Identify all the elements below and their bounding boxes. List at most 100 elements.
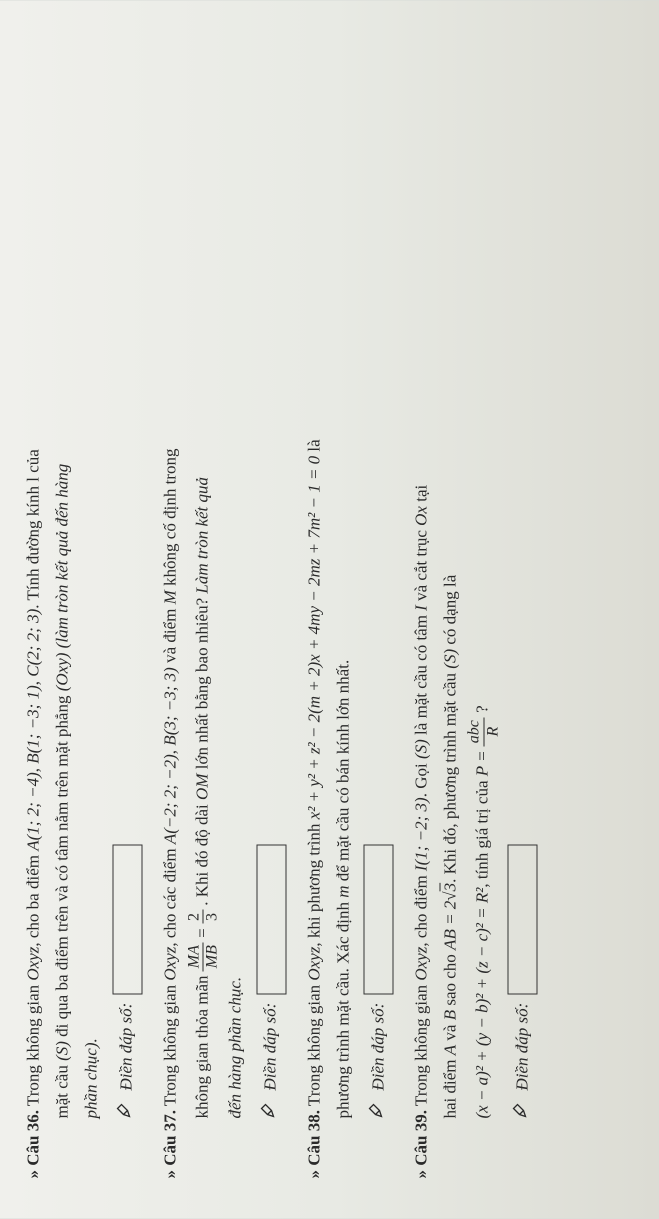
q37-text2: , cho các điểm (160, 844, 179, 946)
q37-line1: » Câu 37. Trong không gian Oxyz, cho các… (156, 31, 185, 1179)
q37-text3: và điểm (160, 604, 179, 667)
q39-P: P = (473, 746, 492, 776)
q37-line3: đến hàng phần chục. (221, 31, 250, 1179)
pencil-icon (508, 1103, 537, 1119)
q37-l2b: . Khi đó độ dài (192, 800, 211, 906)
q36-oxyz: Oxyz (24, 947, 43, 981)
q37-frac2: 23 (185, 910, 221, 924)
q38-eq: x² + y² + z² − 2(m + 2)x + 4my − 2mz + 7… (304, 456, 323, 819)
q39-fd: R (484, 717, 502, 746)
q38-answer-label: Điền đáp số: (364, 1003, 393, 1091)
q37-OM: OM (192, 774, 211, 800)
pencil-icon (257, 1103, 286, 1119)
q36-text1: Trong không gian (24, 981, 43, 1106)
q37-l2d: Làm tròn kết quả (192, 477, 211, 594)
q39-oxyz: Oxyz (412, 947, 431, 981)
q36-C: C(2; 2; 3) (24, 609, 43, 677)
q39-A: A (441, 1045, 460, 1055)
q39-l2c: . Khi đó, phương trình mặt cầu (441, 669, 460, 883)
q39-line1: » Câu 39. Trong không gian Oxyz, cho điể… (408, 31, 437, 1179)
q36-line2: mặt cầu (S) đi qua ba điểm trên và có tâ… (48, 31, 77, 1179)
q39-and: và (441, 1020, 460, 1045)
q36-answer-label: Điền đáp số: (113, 1003, 142, 1091)
q36-l2b: đi qua ba điểm trên và có tâm nằm trên m… (52, 691, 71, 1041)
q39-fn: abc (466, 717, 485, 746)
q39-S2: (S) (441, 649, 460, 669)
q38-label: » Câu 38. (304, 1110, 323, 1178)
q38-text2: , khi phương trình (304, 819, 323, 946)
q38-answer-row: Điền đáp số: (364, 31, 394, 1179)
q39-B: B (441, 1010, 460, 1020)
q36-l2a: mặt cầu (52, 1061, 71, 1119)
answer-box[interactable] (364, 845, 394, 995)
q39-AB: AB = 2 (441, 901, 460, 950)
q36-answer-row: Điền đáp số: (112, 31, 142, 1179)
q39-text1: Trong không gian (412, 981, 431, 1106)
q37-f2d: 3 (204, 910, 222, 924)
q39-frac: abcR (466, 717, 502, 746)
question-36: » Câu 36. Trong không gian Oxyz, cho ba … (20, 31, 143, 1179)
q38-l2: phương trình mặt cầu. Xác định (333, 898, 352, 1119)
pencil-icon (364, 1103, 393, 1119)
q37-l2a: không gian thỏa mãn (192, 971, 211, 1118)
question-38: » Câu 38. Trong không gian Oxyz, khi phư… (300, 31, 394, 1179)
q36-plane: (Oxy) (52, 653, 71, 692)
q39-text6: tại (412, 485, 431, 506)
q39-line2: hai điểm A và B sao cho AB = 2√3. Khi đó… (437, 31, 466, 1179)
q37-text4: không cố định trong (160, 449, 179, 591)
q37-f2n: 2 (185, 910, 204, 924)
answer-box[interactable] (256, 845, 286, 995)
q37-answer-row: Điền đáp số: (256, 31, 286, 1179)
q39-l2b: sao cho (441, 950, 460, 1010)
q39-answer-row: Điền đáp số: (508, 31, 538, 1179)
q38-oxyz: Oxyz (304, 947, 323, 981)
pencil-icon (113, 1103, 142, 1119)
question-37: » Câu 37. Trong không gian Oxyz, cho các… (156, 31, 286, 1179)
q39-eqc: (x − a)² + (y − b)² + (z − c)² = R² (473, 888, 492, 1119)
q39-text5: và cắt trục (412, 526, 431, 605)
q37-l2c: lớn nhất bằng bao nhiêu? (192, 594, 211, 774)
q39-sqrt3: 3 (441, 883, 460, 892)
q37-M: M (160, 590, 179, 604)
q39-l2d: có dạng là (441, 575, 460, 649)
q38-m: m (333, 885, 352, 897)
q37-answer-label: Điền đáp số: (257, 1003, 286, 1091)
q36-S: (S) (52, 1041, 71, 1061)
q39-text4: là mặt cầu có tâm (412, 611, 431, 739)
q38-line2: phương trình mặt cầu. Xác định m để mặt … (329, 31, 358, 1179)
q37-eq: = (192, 924, 211, 938)
q39-Ox: Ox (412, 506, 431, 526)
q37-fn: MA (185, 942, 204, 971)
q36-l2c: (làm tròn kết quả đến hàng (52, 464, 71, 653)
q38-l2b: để mặt cầu có bán kính lớn nhất. (333, 660, 352, 886)
q37-B: B(3; −3; 3) (160, 667, 179, 746)
q39-qmark: ? (473, 705, 492, 713)
q39-answer-label: Điền đáp số: (508, 1003, 537, 1091)
q39-S: (S) (412, 739, 431, 759)
q39-l2a: hai điểm (441, 1055, 460, 1118)
q37-fd: MB (204, 942, 222, 971)
q37-A: A(−2; 2; −2) (160, 754, 179, 844)
q37-frac1: MAMB (185, 942, 221, 971)
q39-I: I(1; −2; 3) (412, 797, 431, 871)
q37-oxyz: Oxyz (160, 947, 179, 981)
q37-label: » Câu 37. (160, 1110, 179, 1178)
q37-text1: Trong không gian (160, 981, 179, 1106)
q36-text3: . Tính đường kính l của (24, 449, 43, 609)
q38-text1: Trong không gian (304, 981, 323, 1106)
q39-label: » Câu 39. (412, 1110, 431, 1178)
q36-text2: , cho ba điểm (24, 851, 43, 947)
question-39: » Câu 39. Trong không gian Oxyz, cho điể… (408, 31, 538, 1179)
q36-label: » Câu 36. (24, 1110, 43, 1178)
q39-line3: (x − a)² + (y − b)² + (z − c)² = R², tín… (466, 31, 502, 1179)
q39-text3: . Gọi (412, 759, 431, 797)
exam-page: » Câu 36. Trong không gian Oxyz, cho ba … (0, 1, 659, 1219)
answer-box[interactable] (112, 845, 142, 995)
q39-Iv: I (412, 605, 431, 611)
q37-line2: không gian thỏa mãn MAMB = 23 . Khi đó đ… (185, 31, 221, 1179)
q36-A: A(1; 2; −4) (24, 772, 43, 851)
q36-line3: phần chục). (77, 31, 106, 1179)
q38-line1: » Câu 38. Trong không gian Oxyz, khi phư… (300, 31, 329, 1179)
answer-box[interactable] (508, 845, 538, 995)
q39-text2: , cho điểm (412, 871, 431, 947)
